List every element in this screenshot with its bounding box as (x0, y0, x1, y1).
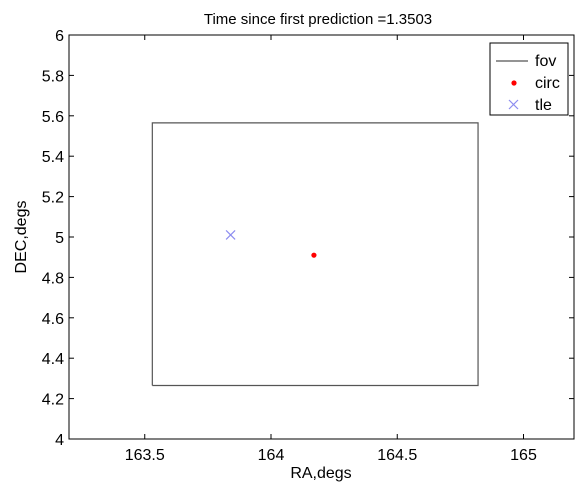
y-axis-ticks: 4 4.2 4.4 4.6 4.8 5 5.2 5.4 5.6 5.8 6 (42, 28, 574, 449)
y-tick-label: 4.2 (42, 392, 64, 409)
y-tick-label: 4.6 (42, 311, 64, 328)
y-tick-label: 4.4 (42, 351, 64, 368)
y-tick-label: 5.2 (42, 190, 64, 207)
x-axis-label: RA,degs (290, 465, 351, 482)
chart-title: Time since first prediction =1.3503 (204, 11, 432, 28)
legend-tle-label: tle (535, 97, 552, 114)
x-tick-label: 165 (510, 447, 537, 464)
y-axis-label: DEC,degs (13, 201, 30, 274)
legend-fov-label: fov (535, 53, 556, 70)
legend: fov circ tle (489, 42, 569, 116)
y-tick-label: 5.6 (42, 109, 64, 126)
x-tick-label: 164 (258, 447, 285, 464)
x-tick-label: 164.5 (377, 447, 417, 464)
legend-circ-label: circ (535, 75, 560, 92)
y-tick-label: 4.8 (42, 270, 64, 287)
tle-point (225, 230, 236, 240)
y-tick-label: 4 (55, 432, 64, 449)
legend-box (489, 42, 569, 116)
x-axis-ticks: 163.5 164 164.5 165 (125, 35, 537, 464)
x-tick-label: 163.5 (125, 447, 165, 464)
chart-marks (151, 122, 479, 387)
y-tick-label: 5.4 (42, 149, 64, 166)
legend-tle-marker (508, 99, 519, 110)
circ-point (311, 252, 317, 258)
legend-circ-marker (511, 80, 517, 86)
y-tick-label: 5 (55, 230, 64, 247)
y-tick-label: 6 (55, 28, 64, 45)
fov-rectangle (151, 122, 479, 387)
y-tick-label: 5.8 (42, 68, 64, 85)
